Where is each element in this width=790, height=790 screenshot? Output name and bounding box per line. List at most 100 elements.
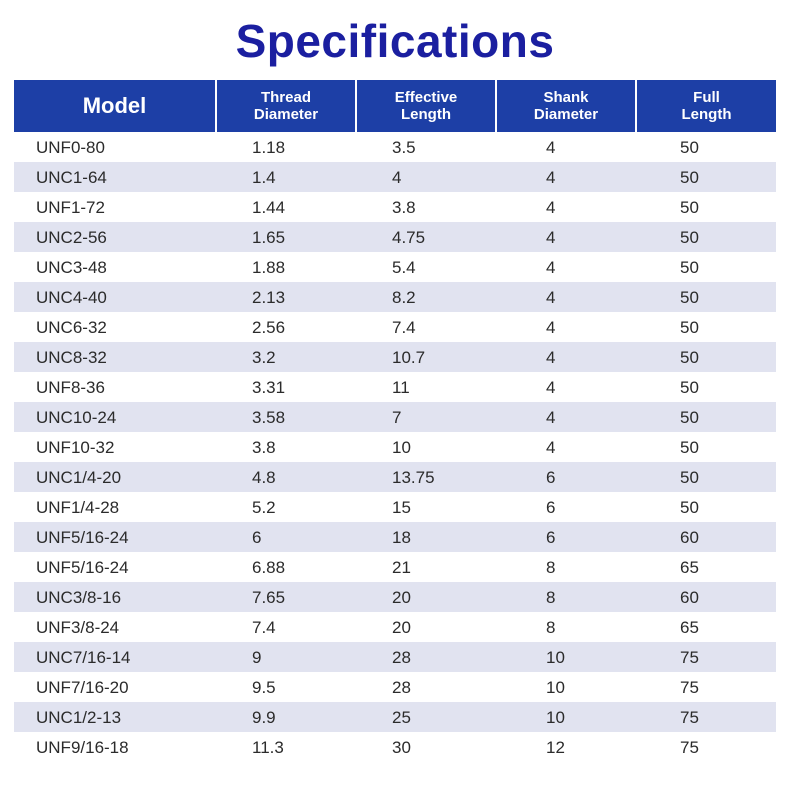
table-row: UNC1/2-139.9251075 (14, 702, 776, 732)
header-label: Diameter (254, 106, 318, 123)
table-row: UNC3-481.885.4450 (14, 252, 776, 282)
cell-shank-diameter: 4 (496, 162, 636, 192)
cell-model: UNF8-36 (14, 372, 216, 402)
cell-full-length: 65 (636, 552, 776, 582)
cell-thread-diameter: 3.58 (216, 402, 356, 432)
cell-shank-diameter: 4 (496, 132, 636, 162)
table-row: UNC4-402.138.2450 (14, 282, 776, 312)
cell-full-length: 50 (636, 132, 776, 162)
header-shank-diameter: Shank Diameter (496, 80, 636, 132)
cell-shank-diameter: 10 (496, 642, 636, 672)
cell-thread-diameter: 3.2 (216, 342, 356, 372)
specifications-table: Model Thread Diameter Effective Length S… (14, 80, 776, 762)
table-row: UNF3/8-247.420865 (14, 612, 776, 642)
cell-effective-length: 10 (356, 432, 496, 462)
cell-effective-length: 11 (356, 372, 496, 402)
cell-effective-length: 28 (356, 642, 496, 672)
cell-effective-length: 20 (356, 612, 496, 642)
cell-shank-diameter: 12 (496, 732, 636, 762)
cell-full-length: 50 (636, 312, 776, 342)
cell-shank-diameter: 10 (496, 702, 636, 732)
cell-shank-diameter: 4 (496, 282, 636, 312)
cell-effective-length: 5.4 (356, 252, 496, 282)
cell-thread-diameter: 3.31 (216, 372, 356, 402)
cell-thread-diameter: 9.9 (216, 702, 356, 732)
cell-thread-diameter: 1.65 (216, 222, 356, 252)
cell-full-length: 50 (636, 342, 776, 372)
cell-full-length: 75 (636, 702, 776, 732)
cell-effective-length: 30 (356, 732, 496, 762)
cell-full-length: 65 (636, 612, 776, 642)
cell-effective-length: 25 (356, 702, 496, 732)
table-row: UNF5/16-246.8821865 (14, 552, 776, 582)
cell-effective-length: 4.75 (356, 222, 496, 252)
cell-shank-diameter: 6 (496, 522, 636, 552)
cell-shank-diameter: 4 (496, 342, 636, 372)
table-row: UNF10-323.810450 (14, 432, 776, 462)
cell-thread-diameter: 7.65 (216, 582, 356, 612)
header-label: Shank (543, 89, 588, 106)
cell-model: UNC1-64 (14, 162, 216, 192)
cell-thread-diameter: 1.18 (216, 132, 356, 162)
cell-model: UNC3-48 (14, 252, 216, 282)
header-label: Full (693, 89, 720, 106)
cell-model: UNC4-40 (14, 282, 216, 312)
cell-full-length: 50 (636, 252, 776, 282)
cell-full-length: 50 (636, 492, 776, 522)
cell-full-length: 75 (636, 672, 776, 702)
header-label: Diameter (534, 106, 598, 123)
table-row: UNF7/16-209.5281075 (14, 672, 776, 702)
table-row: UNC1-641.44450 (14, 162, 776, 192)
cell-shank-diameter: 4 (496, 222, 636, 252)
table-header: Model Thread Diameter Effective Length S… (14, 80, 776, 132)
cell-model: UNC3/8-16 (14, 582, 216, 612)
cell-model: UNF0-80 (14, 132, 216, 162)
cell-effective-length: 13.75 (356, 462, 496, 492)
cell-model: UNC2-56 (14, 222, 216, 252)
cell-shank-diameter: 4 (496, 252, 636, 282)
cell-model: UNF1/4-28 (14, 492, 216, 522)
header-thread-diameter: Thread Diameter (216, 80, 356, 132)
cell-shank-diameter: 6 (496, 492, 636, 522)
cell-thread-diameter: 1.44 (216, 192, 356, 222)
header-model: Model (14, 80, 216, 132)
cell-model: UNF1-72 (14, 192, 216, 222)
cell-thread-diameter: 1.4 (216, 162, 356, 192)
table-row: UNC7/16-149281075 (14, 642, 776, 672)
header-label: Effective (395, 89, 458, 106)
cell-effective-length: 21 (356, 552, 496, 582)
cell-shank-diameter: 6 (496, 462, 636, 492)
cell-shank-diameter: 4 (496, 192, 636, 222)
cell-full-length: 50 (636, 222, 776, 252)
cell-shank-diameter: 4 (496, 312, 636, 342)
cell-thread-diameter: 6.88 (216, 552, 356, 582)
cell-shank-diameter: 4 (496, 372, 636, 402)
cell-shank-diameter: 8 (496, 552, 636, 582)
cell-thread-diameter: 1.88 (216, 252, 356, 282)
cell-model: UNF5/16-24 (14, 552, 216, 582)
cell-model: UNF3/8-24 (14, 612, 216, 642)
cell-thread-diameter: 5.2 (216, 492, 356, 522)
table-row: UNC6-322.567.4450 (14, 312, 776, 342)
table-row: UNC2-561.654.75450 (14, 222, 776, 252)
cell-effective-length: 20 (356, 582, 496, 612)
cell-shank-diameter: 4 (496, 402, 636, 432)
cell-effective-length: 15 (356, 492, 496, 522)
cell-model: UNF9/16-18 (14, 732, 216, 762)
cell-effective-length: 4 (356, 162, 496, 192)
cell-effective-length: 3.8 (356, 192, 496, 222)
cell-effective-length: 18 (356, 522, 496, 552)
cell-thread-diameter: 7.4 (216, 612, 356, 642)
cell-thread-diameter: 2.56 (216, 312, 356, 342)
header-label: Length (401, 106, 451, 123)
cell-full-length: 75 (636, 732, 776, 762)
table-row: UNC1/4-204.813.75650 (14, 462, 776, 492)
cell-effective-length: 10.7 (356, 342, 496, 372)
header-row: Model Thread Diameter Effective Length S… (14, 80, 776, 132)
cell-full-length: 75 (636, 642, 776, 672)
cell-thread-diameter: 6 (216, 522, 356, 552)
cell-full-length: 50 (636, 372, 776, 402)
table-row: UNF9/16-1811.3301275 (14, 732, 776, 762)
cell-full-length: 50 (636, 162, 776, 192)
cell-effective-length: 7.4 (356, 312, 496, 342)
